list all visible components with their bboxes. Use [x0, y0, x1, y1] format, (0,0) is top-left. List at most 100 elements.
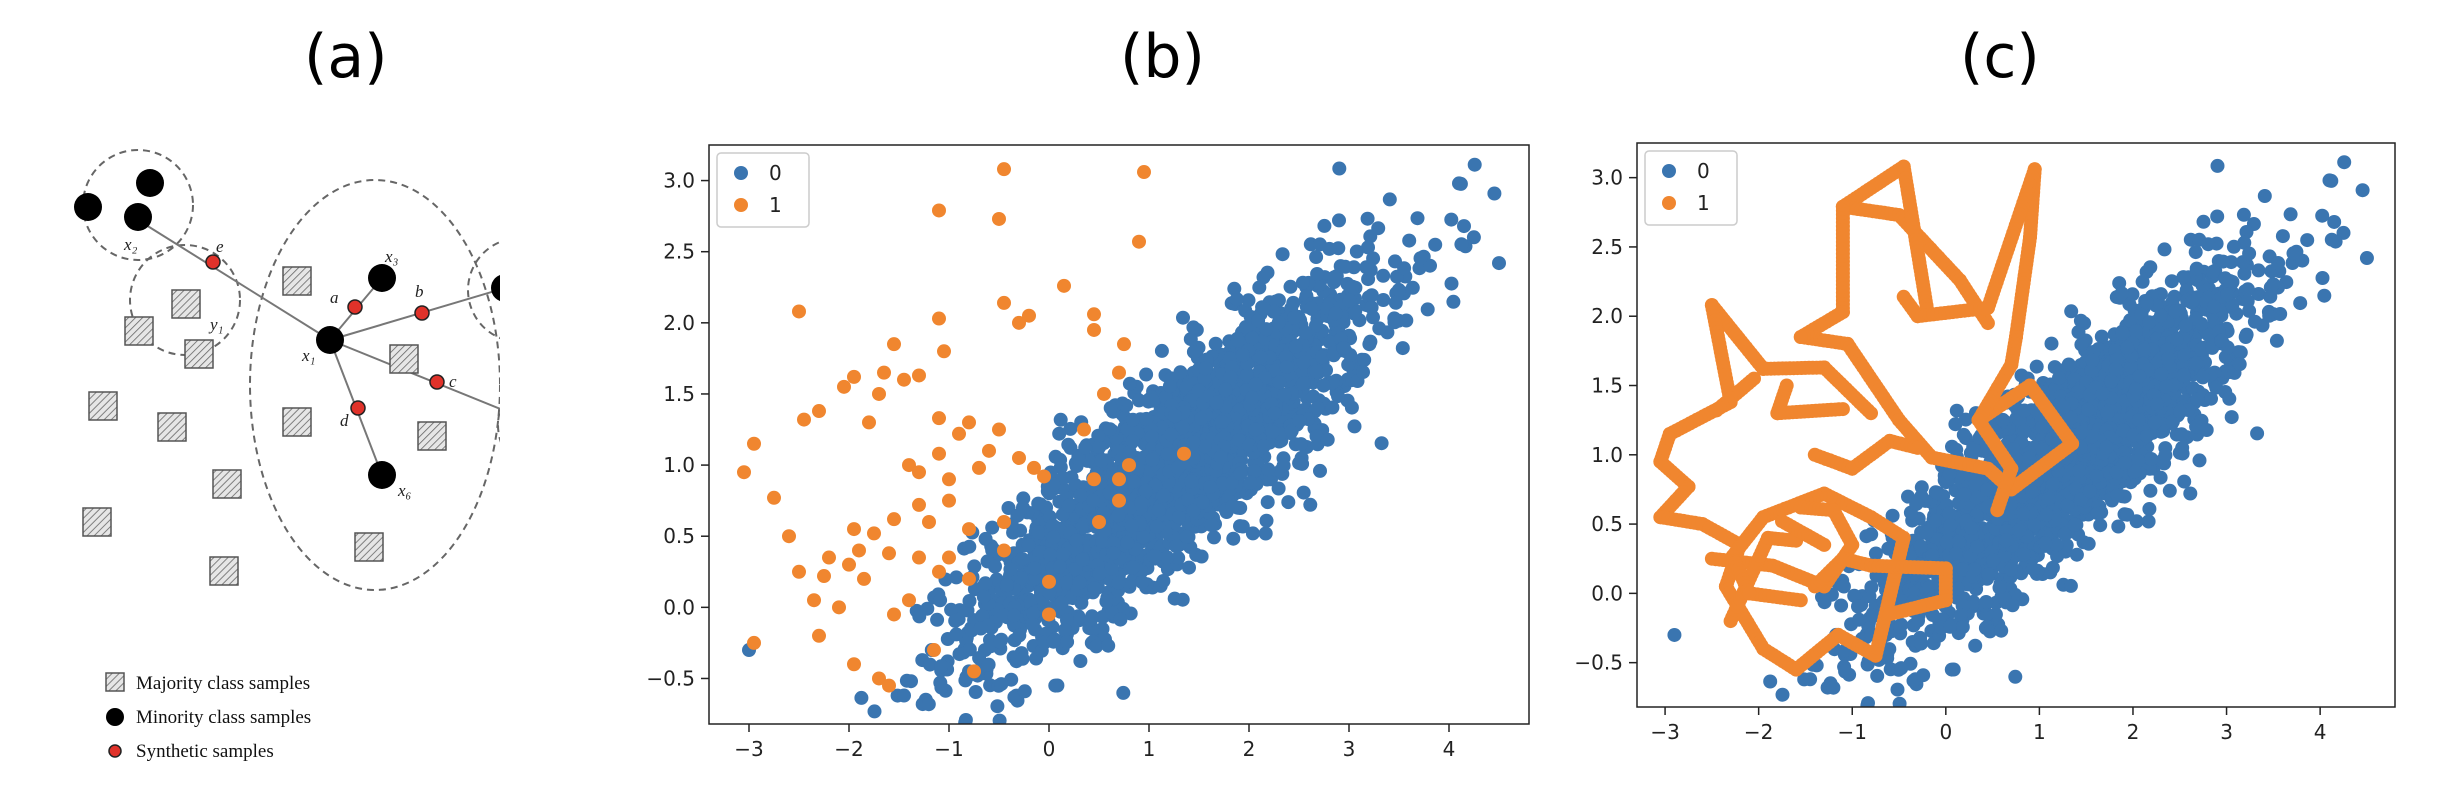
data-point [2141, 514, 2156, 529]
data-point [1838, 664, 1853, 679]
data-point [2317, 288, 2332, 303]
data-point [2124, 360, 2138, 375]
data-point [1885, 508, 1900, 523]
data-point [1322, 335, 1337, 350]
data-point [1955, 562, 1970, 577]
data-point [2090, 506, 2105, 521]
data-point [1803, 672, 1818, 687]
data-point [1347, 419, 1362, 434]
data-point [999, 578, 1014, 593]
data-point [1055, 547, 1070, 562]
data-point [2142, 315, 2157, 330]
data-point [933, 593, 948, 608]
data-point [1276, 458, 1291, 473]
data-point [1132, 234, 1146, 249]
data-point [992, 211, 1006, 226]
data-point [972, 460, 986, 475]
data-point [2224, 410, 2239, 425]
data-point [1053, 412, 1068, 427]
data-point [2194, 342, 2209, 357]
data-point [2185, 381, 2200, 395]
data-point [2025, 561, 2040, 576]
data-point [2027, 517, 2042, 532]
data-point [2250, 426, 2265, 441]
data-point [1402, 233, 1417, 248]
data-point [1890, 682, 1905, 697]
data-point [932, 203, 946, 218]
data-point [1310, 267, 1325, 281]
data-point [949, 570, 964, 585]
data-point [912, 465, 926, 480]
data-point [912, 497, 926, 512]
data-point [1177, 446, 1191, 461]
data-point [1292, 414, 1307, 429]
data-point [1265, 425, 1280, 439]
data-point [1444, 212, 1459, 227]
data-point [1071, 451, 1086, 466]
data-point [2214, 333, 2229, 348]
data-point [1342, 293, 1357, 308]
data-point [976, 589, 991, 604]
data-point [1847, 588, 1862, 603]
data-point [1235, 348, 1250, 363]
data-point [2315, 271, 2330, 285]
data-point [2017, 403, 2032, 418]
data-point [2173, 404, 2188, 419]
data-point [1309, 429, 1324, 444]
data-point [2196, 214, 2211, 229]
data-point [1992, 580, 2007, 595]
data-point [1089, 639, 1104, 654]
data-point [2069, 547, 2084, 562]
data-point [1171, 550, 1186, 565]
data-point [1277, 387, 1292, 402]
data-point [927, 643, 941, 658]
data-point [1943, 518, 1958, 533]
data-point [932, 564, 946, 579]
data-point [1331, 389, 1345, 404]
data-point [2147, 415, 2162, 430]
data-point [2188, 311, 2203, 326]
data-point [812, 628, 826, 643]
data-point [1678, 733, 1692, 747]
data-point [1186, 344, 1201, 359]
data-point [1309, 250, 1324, 264]
data-point [2271, 256, 2286, 270]
data-point [882, 678, 896, 693]
data-point [2006, 442, 2021, 456]
data-point [981, 657, 996, 672]
data-point [2159, 379, 2174, 394]
data-point [1168, 408, 1182, 423]
data-point [1046, 634, 1061, 649]
data-point [2029, 359, 2044, 374]
data-point [1204, 518, 1219, 533]
data-point [988, 559, 1002, 574]
data-point [1134, 495, 1149, 510]
data-point [2238, 330, 2253, 344]
data-point [854, 690, 869, 705]
data-point [872, 386, 886, 401]
data-point [847, 522, 861, 537]
data-point [1364, 300, 1379, 315]
data-point [1466, 230, 1481, 245]
data-point [1173, 365, 1188, 380]
data-point [1073, 488, 1088, 503]
data-point [1226, 531, 1241, 546]
data-point [1283, 279, 1298, 294]
data-point [1052, 426, 1067, 441]
data-point [1125, 560, 1140, 575]
data-point [1817, 595, 1832, 610]
data-point [1136, 530, 1151, 544]
data-point [1372, 321, 1387, 336]
minority-samples [74, 169, 500, 489]
data-point [1106, 536, 1121, 551]
data-point [2247, 314, 2262, 329]
data-point [2222, 391, 2237, 406]
data-point [1360, 211, 1375, 226]
majority-samples [82, 266, 447, 586]
data-point [1061, 437, 1076, 452]
data-point [2337, 155, 2352, 170]
data-point [2242, 246, 2257, 261]
data-point [2174, 427, 2189, 442]
data-point [1454, 237, 1469, 252]
data-point [1026, 606, 1041, 621]
